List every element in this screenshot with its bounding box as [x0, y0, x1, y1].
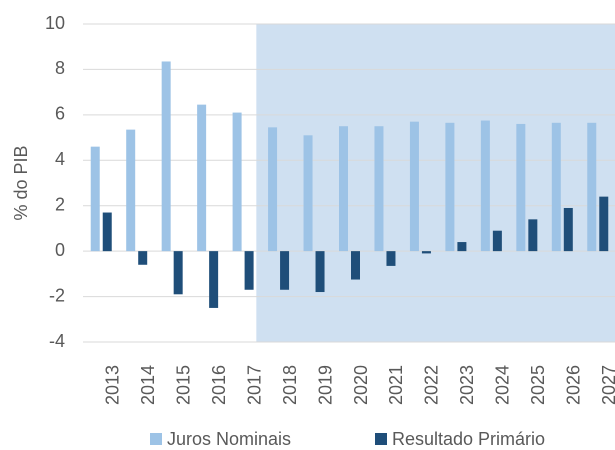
- x-tick-label: 2013: [102, 365, 122, 405]
- x-tick-label: 2027: [599, 365, 615, 405]
- legend-label: Resultado Primário: [392, 429, 545, 449]
- bar: [516, 123, 526, 252]
- x-tick-label: 2021: [386, 365, 406, 405]
- bar: [351, 251, 360, 280]
- bar: [374, 126, 384, 252]
- bar: [244, 251, 254, 290]
- bar: [315, 251, 325, 293]
- y-tick-label: 0: [55, 240, 65, 260]
- bar: [457, 242, 467, 252]
- grid: [83, 23, 615, 343]
- bar: [209, 251, 219, 308]
- x-tick-label: 2017: [244, 365, 264, 405]
- bar: [480, 120, 490, 252]
- y-tick-label: 10: [45, 13, 65, 33]
- legend-swatch: [375, 433, 387, 445]
- bar: [138, 251, 148, 265]
- x-tick-label: 2015: [173, 365, 193, 405]
- x-tick-label: 2018: [280, 365, 300, 405]
- bar: [197, 104, 207, 252]
- bar: [102, 212, 112, 252]
- bar: [268, 127, 278, 252]
- x-tick-label: 2020: [351, 365, 371, 405]
- bar: [599, 196, 609, 252]
- x-tick-label: 2022: [422, 365, 442, 405]
- bar: [90, 146, 100, 252]
- legend-swatch: [150, 433, 162, 445]
- y-tick-label: 4: [55, 149, 65, 169]
- bar: [421, 251, 431, 254]
- x-tick-label: 2019: [315, 365, 335, 405]
- bar: [528, 219, 538, 252]
- bar: [126, 129, 136, 252]
- legend-label: Juros Nominais: [167, 429, 291, 449]
- y-tick-label: 2: [55, 194, 65, 214]
- bar: [563, 207, 573, 252]
- x-tick-label: 2025: [528, 365, 548, 405]
- bar: [409, 121, 419, 252]
- bar: [303, 135, 313, 252]
- bar: [339, 126, 348, 252]
- y-tick-label: 8: [55, 58, 65, 78]
- x-tick-label: 2024: [493, 365, 513, 405]
- bar: [587, 122, 597, 252]
- y-tick-label: -4: [49, 331, 65, 351]
- bar: [232, 112, 242, 252]
- x-tick-label: 2014: [138, 365, 158, 405]
- x-tick-label: 2023: [457, 365, 477, 405]
- bar: [161, 61, 171, 252]
- bar: [386, 251, 396, 266]
- y-axis-title: % do PIB: [11, 145, 31, 220]
- x-tick-label: 2026: [564, 365, 584, 405]
- bar: [280, 251, 290, 290]
- bar: [551, 122, 561, 252]
- bar: [492, 230, 502, 252]
- bar: [445, 122, 455, 252]
- y-tick-label: 6: [55, 104, 65, 124]
- bar: [173, 251, 183, 295]
- y-tick-label: -2: [49, 285, 65, 305]
- x-tick-label: 2016: [209, 365, 229, 405]
